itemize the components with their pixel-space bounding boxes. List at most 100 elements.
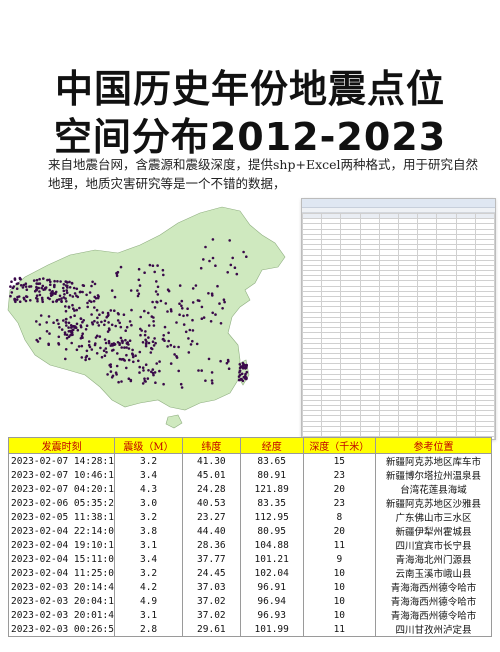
earthquake-point: [48, 288, 51, 292]
earthquake-point: [223, 300, 226, 304]
earthquake-point: [65, 291, 69, 294]
earthquake-point: [93, 319, 96, 323]
earthquake-point: [40, 286, 43, 290]
earthquake-point: [67, 321, 71, 325]
cell-latitude: 24.28: [181, 482, 241, 496]
earthquake-point: [65, 333, 69, 337]
earthquake-point: [123, 346, 126, 349]
earthquake-point: [81, 290, 84, 294]
earthquake-point: [210, 371, 214, 374]
earthquake-point: [128, 339, 132, 342]
earthquake-point: [125, 353, 128, 357]
earthquake-point: [151, 300, 154, 304]
earthquake-point: [90, 313, 93, 316]
earthquake-point: [155, 362, 158, 365]
earthquake-point: [127, 347, 131, 350]
earthquake-point: [19, 284, 23, 287]
earthquake-point: [41, 284, 45, 288]
earthquake-point: [244, 366, 248, 370]
earthquake-point: [24, 282, 28, 285]
earthquake-point: [56, 280, 59, 283]
earthquake-point: [147, 341, 151, 345]
earthquake-point: [242, 250, 245, 254]
header-magnitude: 震级（M）: [114, 437, 183, 454]
earthquake-point: [147, 369, 150, 372]
earthquake-point: [216, 284, 219, 288]
earthquake-point: [67, 335, 71, 338]
cell-longitude: 96.93: [239, 608, 304, 622]
cell-depth: 8: [302, 510, 377, 524]
earthquake-point: [92, 299, 96, 303]
earthquake-point: [110, 342, 114, 346]
earthquake-point: [103, 319, 107, 323]
earthquake-point: [138, 365, 141, 369]
earthquake-point: [99, 346, 102, 350]
earthquake-point: [46, 296, 50, 300]
earthquake-point: [152, 344, 156, 347]
earthquake-point: [47, 315, 51, 318]
earthquake-point: [93, 306, 96, 309]
earthquake-point: [62, 289, 66, 293]
earthquake-point: [235, 272, 239, 276]
earthquake-point: [137, 359, 140, 363]
earthquake-point: [114, 371, 118, 374]
earthquake-point: [130, 308, 133, 312]
earthquake-point: [167, 289, 171, 293]
earthquake-point: [219, 322, 223, 325]
earthquake-point: [15, 298, 19, 301]
cell-depth: 15: [302, 453, 377, 468]
cell-depth: 10: [302, 566, 377, 580]
earthquake-point: [148, 263, 152, 267]
earthquake-point: [109, 365, 113, 369]
earthquake-point: [106, 373, 109, 376]
earthquake-point: [78, 306, 81, 310]
earthquake-point: [52, 321, 55, 324]
earthquake-point: [197, 369, 200, 372]
earthquake-point: [90, 284, 93, 288]
earthquake-point: [156, 264, 159, 267]
earthquake-point: [227, 367, 231, 370]
earthquake-point: [191, 301, 195, 304]
earthquake-point: [123, 359, 126, 362]
earthquake-point: [210, 379, 214, 382]
earthquake-point: [41, 300, 44, 304]
earthquake-point: [98, 313, 101, 316]
earthquake-point: [63, 331, 67, 334]
earthquake-point: [35, 278, 39, 282]
earthquake-point: [245, 370, 249, 374]
earthquake-point: [207, 292, 210, 295]
earthquake-point: [115, 364, 119, 368]
earthquake-point: [229, 263, 233, 267]
earthquake-point: [42, 277, 45, 280]
cell-location: 青海海西州德令哈市: [375, 580, 492, 594]
earthquake-point: [167, 331, 170, 335]
earthquake-point: [75, 287, 79, 291]
earthquake-point: [90, 321, 94, 324]
earthquake-point: [21, 286, 25, 289]
earthquake-point: [136, 294, 140, 298]
hainan-island-shape: [165, 414, 183, 429]
earthquake-point: [138, 284, 142, 287]
earthquake-point: [104, 347, 108, 350]
cell-longitude: 80.91: [239, 468, 304, 482]
earthquake-point: [109, 309, 113, 312]
earthquake-point: [75, 348, 79, 352]
earthquake-point: [55, 319, 59, 322]
table-row: 2023-02-07 10:46:17 3.4 45.01 80.91 23 新疆博尔塔拉…: [7, 468, 492, 482]
earthquake-point: [191, 339, 194, 343]
earthquake-point: [178, 284, 182, 287]
cell-magnitude: 4.9: [114, 594, 183, 608]
earthquake-point: [116, 341, 120, 344]
earthquake-point: [96, 316, 99, 320]
earthquake-point: [39, 314, 43, 317]
earthquake-point: [95, 308, 99, 312]
earthquake-point: [93, 343, 97, 347]
earthquake-point: [179, 382, 183, 386]
earthquake-point: [9, 294, 12, 298]
earthquake-point: [104, 341, 108, 345]
earthquake-point: [189, 343, 193, 346]
cell-time: 2023-02-04 22:14:05: [7, 524, 116, 538]
earthquake-point: [195, 342, 199, 346]
earthquake-point: [49, 283, 52, 286]
earthquake-point: [79, 290, 82, 294]
